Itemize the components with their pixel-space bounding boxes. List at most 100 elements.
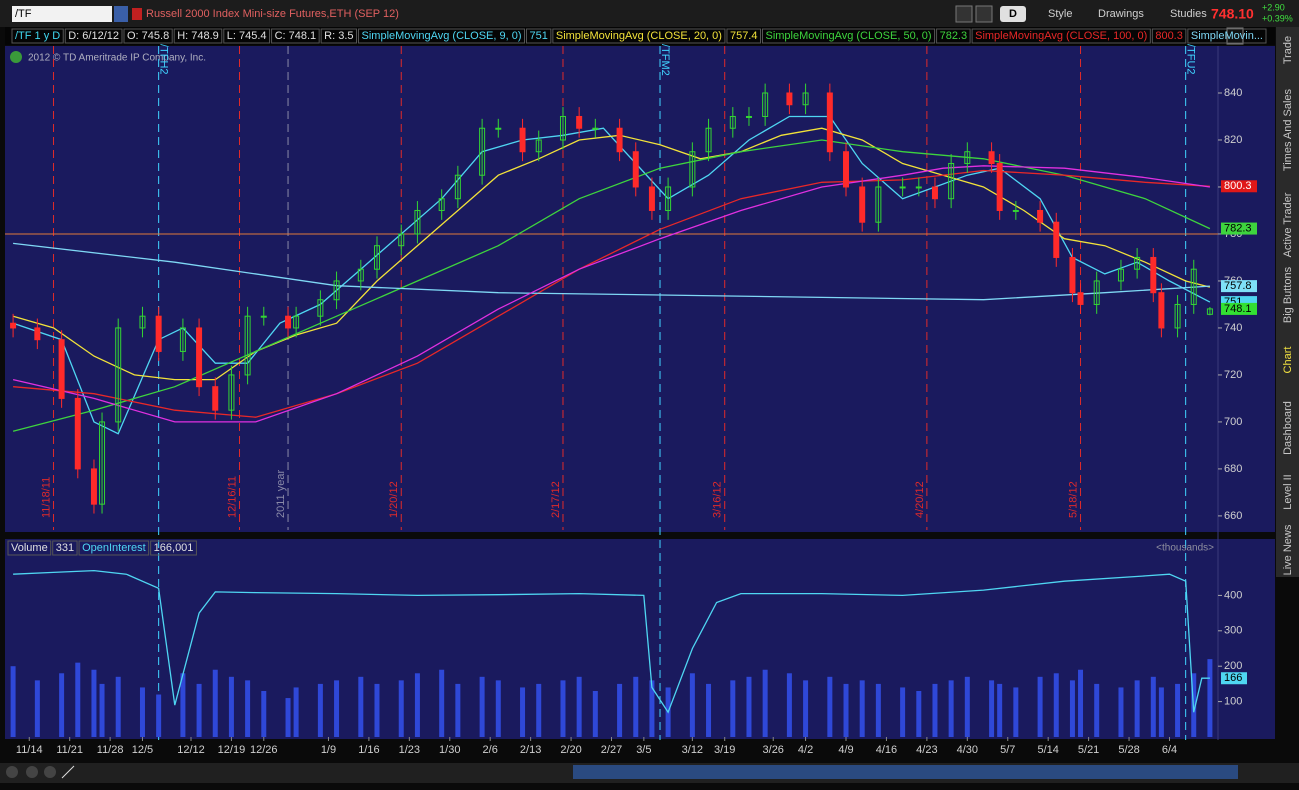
y-tick-label: 660 [1224, 510, 1242, 522]
volume-bar [746, 676, 752, 737]
sidebar-tab[interactable]: Chart [1282, 347, 1294, 374]
candle-body [1206, 308, 1213, 315]
sidebar-tab[interactable]: Trade [1282, 36, 1294, 64]
candle-body [875, 186, 882, 223]
x-tick-label: 2/6 [483, 744, 498, 756]
candle-body [495, 127, 502, 130]
x-tick-label: 5/28 [1118, 744, 1139, 756]
candle-body [786, 92, 793, 106]
volume-title: Volume [11, 542, 48, 554]
volume-bar [948, 680, 954, 737]
info-value: H: 748.9 [177, 30, 219, 42]
x-tick-label: 3/12 [682, 744, 703, 756]
volume-bar [1053, 673, 1059, 737]
volume-bar [374, 683, 380, 737]
y-tick-label: 820 [1224, 134, 1242, 146]
overlay-legend-box [552, 28, 726, 44]
sidebar-tab[interactable]: Times And Sales [1282, 88, 1294, 171]
zoom-button[interactable] [6, 766, 18, 778]
info-value: D: 6/12/12 [68, 30, 119, 42]
candle-body [535, 139, 542, 153]
price-tag-label: 782.3 [1224, 222, 1252, 234]
sidebar-tab[interactable]: Level II [1282, 474, 1294, 509]
candle-body [616, 127, 623, 153]
expiry-marker-label: /TFU2 [1185, 44, 1197, 75]
overlay-last: 782.3 [940, 30, 968, 42]
volume-bar [75, 662, 81, 737]
candle-body [293, 315, 300, 329]
volume-bar [358, 676, 364, 737]
change-pct: +0.39% [1262, 13, 1293, 23]
candle-body [333, 280, 340, 301]
draw-tool[interactable] [61, 765, 75, 779]
volume-bar [156, 694, 162, 737]
oi-tag [1221, 672, 1247, 685]
volume-bar [228, 676, 234, 737]
candle-body [988, 151, 995, 164]
sidebar-tab[interactable]: Dashboard [1282, 401, 1294, 455]
info-value-box [64, 28, 123, 44]
candle-body [802, 92, 809, 106]
x-tick-label: 4/2 [798, 744, 813, 756]
price-panel [5, 46, 1275, 532]
price-tag [1221, 280, 1257, 293]
overlay-legend-box [971, 28, 1151, 44]
unit-label: <thousands> [1156, 543, 1214, 554]
volume-bar [285, 698, 291, 737]
x-tick-label: 5/7 [1000, 744, 1015, 756]
volume-bar [293, 687, 299, 737]
overlay-legend: SimpleMovin... [1191, 30, 1263, 42]
date-marker-label: 5/18/12 [1067, 481, 1079, 518]
tool-button[interactable] [955, 5, 973, 23]
overlay-legend-box [358, 28, 525, 44]
info-value-box [223, 28, 271, 44]
drawings-button[interactable]: Drawings [1098, 8, 1144, 20]
volume-bar [317, 683, 323, 737]
sidebar-tab[interactable]: Live News [1282, 524, 1294, 575]
last-price: 748.10 [1211, 6, 1254, 22]
candle-body [899, 186, 906, 189]
candle-body [285, 315, 292, 329]
info-button[interactable] [1226, 27, 1244, 45]
zoom-out[interactable] [44, 766, 56, 778]
x-tick-label: 4/23 [916, 744, 937, 756]
candle-body [996, 162, 1003, 211]
change: +2.90 [1262, 2, 1285, 12]
moving-average [12, 165, 1210, 423]
candle-body [115, 327, 122, 423]
info-bar [5, 27, 1275, 45]
symbol-box[interactable] [12, 6, 112, 22]
volume-bar [479, 676, 485, 737]
candle-body [826, 92, 833, 153]
volume-bar [536, 683, 542, 737]
volume-bar [576, 676, 582, 737]
y-tick-label: 300 [1224, 625, 1242, 637]
x-tick-label: 12/19 [218, 744, 246, 756]
volume-title-box [7, 540, 52, 556]
description: Russell 2000 Index Mini-size Futures,ETH… [146, 8, 399, 20]
info-value: C: 748.1 [275, 30, 317, 42]
zoom-in[interactable] [26, 766, 38, 778]
symbol-dropdown[interactable] [114, 6, 128, 22]
volume-bar [1037, 676, 1043, 737]
info-value-box [173, 28, 223, 44]
candle-body [74, 397, 81, 470]
style-button[interactable]: Style [1048, 8, 1072, 20]
candle-body [1190, 268, 1197, 305]
candle-body [859, 186, 866, 223]
sidebar-tab[interactable]: Big Buttons [1282, 266, 1294, 323]
candle-body [260, 315, 267, 318]
volume-bar [334, 680, 340, 737]
volume-bar [1013, 687, 1019, 737]
period-button[interactable] [1000, 6, 1026, 22]
x-tick-label: 3/5 [636, 744, 651, 756]
tool-button[interactable] [975, 5, 993, 23]
volume-bar [827, 676, 833, 737]
candle-body [1158, 292, 1165, 329]
candle-body [632, 151, 639, 188]
scroll-thumb[interactable] [573, 765, 1238, 779]
studies-button[interactable]: Studies [1170, 8, 1207, 20]
date-marker-label: 3/16/12 [712, 481, 724, 518]
sidebar-tab[interactable]: Active Trader [1282, 192, 1294, 257]
